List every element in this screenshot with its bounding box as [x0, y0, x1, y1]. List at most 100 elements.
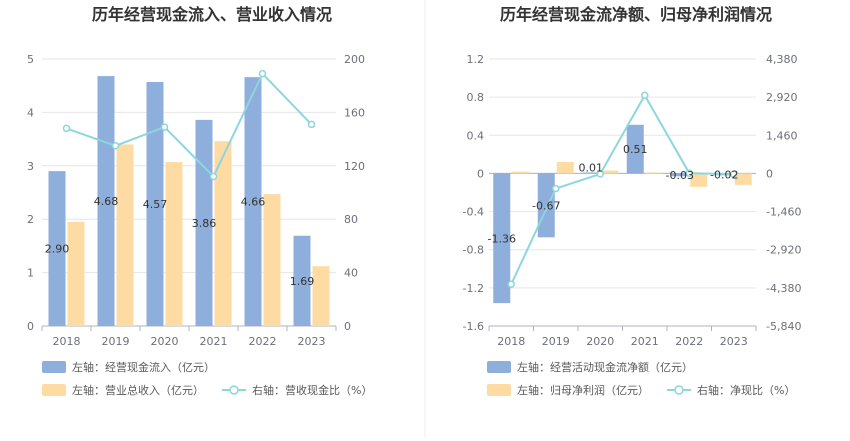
- left-axis-tick-label: 4: [27, 106, 34, 119]
- data-label: -0.03: [666, 169, 694, 182]
- line-point: [258, 69, 267, 78]
- bar-operating-cash-net-2019: [537, 173, 555, 238]
- line-point: [685, 169, 693, 177]
- left-axis-tick-label: 2: [27, 213, 34, 226]
- bar-revenue-2021: [214, 141, 232, 326]
- data-label: -0.67: [532, 199, 560, 212]
- right-axis-tick-label: 2,920: [766, 91, 798, 104]
- bar-net-profit-2023: [734, 173, 752, 185]
- bar-revenue-2020: [165, 162, 183, 326]
- left-axis-tick-label: -0.4: [463, 206, 484, 219]
- x-axis-category-label: 2022: [675, 335, 703, 348]
- bar-net-profit-2021: [645, 172, 663, 174]
- line-point: [160, 123, 169, 131]
- bar-revenue-2018: [67, 221, 85, 326]
- right-axis-tick-label: -5,840: [766, 320, 801, 333]
- bar-net-profit-2020: [601, 170, 619, 174]
- legend-line-marker: [229, 385, 239, 395]
- line-point: [507, 280, 515, 288]
- data-label: 0.01: [579, 161, 604, 174]
- right-axis-tick-label: 200: [344, 53, 365, 66]
- x-axis-category-label: 2023: [720, 335, 748, 348]
- legend-label: 左轴：经营现金流入（亿元）: [72, 360, 215, 374]
- left-axis-tick-label: -1.2: [463, 282, 484, 295]
- bar-revenue-2022: [263, 194, 281, 326]
- line-series-net-cash-ratio: [510, 93, 734, 285]
- left-axis-tick-label: 1: [27, 267, 34, 280]
- legend-label: 左轴：经营活动现金流净额（亿元）: [517, 360, 693, 374]
- x-axis-category-label: 2020: [151, 335, 179, 348]
- left-axis-tick-label: -0.8: [463, 244, 484, 257]
- left-axis-tick-label: 1.2: [467, 53, 485, 66]
- x-axis-category-label: 2018: [497, 335, 525, 348]
- line-point: [111, 142, 120, 150]
- line-point: [307, 120, 316, 129]
- data-label: -1.36: [488, 232, 516, 245]
- left-axis-tick-label: -1.6: [463, 320, 484, 333]
- chart-title: 历年经营现金流净额、归母净利润情况: [500, 5, 772, 24]
- legend-label: 左轴：营业总收入（亿元）: [72, 383, 204, 397]
- legend-bar-swatch: [42, 361, 66, 373]
- right-axis-tick-label: -1,460: [766, 206, 801, 219]
- bar-net-profit-2022: [690, 173, 708, 187]
- left-axis-tick-label: 0.8: [467, 91, 485, 104]
- x-axis-category-label: 2019: [102, 335, 130, 348]
- bar-cash-inflow-2018: [48, 171, 66, 326]
- x-axis-category-label: 2018: [53, 335, 81, 348]
- left-axis-tick-label: 5: [27, 53, 34, 66]
- right-axis-tick-label: 0: [344, 320, 351, 333]
- bar-operating-cash-net-2021: [626, 124, 644, 174]
- right-axis-tick-label: 0: [766, 167, 773, 180]
- line-point: [552, 184, 560, 193]
- x-axis-category-label: 2023: [298, 335, 326, 348]
- legend-line-marker: [674, 385, 684, 395]
- bar-net-profit-2018: [512, 171, 530, 174]
- right-axis-tick-label: 120: [344, 160, 365, 173]
- right-axis-tick-label: -4,380: [766, 282, 801, 295]
- line-series-revenue-cash-ratio: [66, 71, 313, 179]
- x-axis-category-label: 2019: [542, 335, 570, 348]
- data-label: 4.66: [241, 196, 266, 209]
- left-axis-tick-label: 3: [27, 160, 34, 173]
- bar-cash-inflow-2022: [244, 77, 262, 326]
- bar-operating-cash-net-2020: [582, 172, 600, 174]
- x-axis-category-label: 2022: [249, 335, 277, 348]
- data-label: 4.68: [94, 195, 119, 208]
- right-axis-tick-label: 160: [344, 106, 365, 119]
- x-axis-category-label: 2021: [631, 335, 659, 348]
- bar-operating-cash-net-2022: [671, 173, 689, 177]
- x-axis-category-label: 2021: [200, 335, 228, 348]
- line-point: [209, 172, 218, 181]
- line-point: [62, 124, 71, 133]
- data-label: 3.86: [192, 217, 217, 230]
- legend-bar-swatch: [487, 361, 511, 373]
- right-axis-tick-label: 1,460: [766, 129, 798, 142]
- left-axis-tick-label: 0: [477, 167, 484, 180]
- legend-bar-swatch: [42, 384, 66, 396]
- legend-label: 左轴：归母净利润（亿元）: [517, 383, 649, 397]
- left-axis-tick-label: 0: [27, 320, 34, 333]
- line-point: [596, 170, 604, 178]
- legend-label: 右轴：营收现金比（%）: [252, 383, 372, 397]
- left-axis-tick-label: 0.4: [467, 129, 485, 142]
- chart-title: 历年经营现金流入、营业收入情况: [92, 5, 332, 24]
- data-label: 0.51: [623, 143, 648, 156]
- data-label: -0.02: [710, 168, 738, 181]
- line-point: [730, 170, 738, 178]
- data-label: 1.69: [290, 275, 315, 288]
- legend-label: 右轴：净现比（%）: [697, 383, 795, 397]
- data-label: 4.57: [143, 198, 168, 211]
- bar-revenue-2019: [116, 144, 134, 326]
- line-point: [641, 91, 649, 100]
- right-axis-tick-label: 80: [344, 213, 358, 226]
- bar-operating-cash-net-2018: [493, 173, 511, 304]
- right-axis-tick-label: 4,380: [766, 53, 798, 66]
- x-axis-category-label: 2020: [586, 335, 614, 348]
- data-label: 2.90: [45, 243, 70, 256]
- bar-cash-inflow-2023: [293, 235, 311, 326]
- bar-cash-inflow-2020: [146, 81, 164, 326]
- bar-revenue-2023: [312, 266, 330, 326]
- legend-bar-swatch: [487, 384, 511, 396]
